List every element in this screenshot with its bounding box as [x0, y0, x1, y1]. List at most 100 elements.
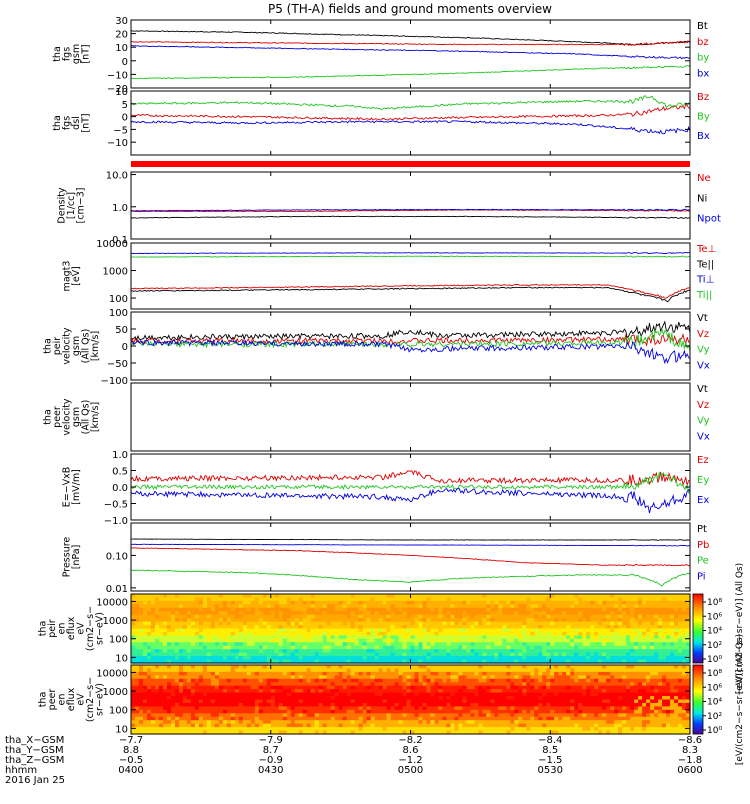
plot-title: P5 (TH-A) fields and ground moments over…	[268, 2, 552, 16]
legend-label: by	[697, 53, 709, 64]
legend-label: Vt	[697, 384, 708, 395]
y-tick-label: −10	[107, 138, 128, 149]
legend-label: Ex	[697, 495, 709, 506]
x-tick-label: 0530	[538, 765, 563, 776]
legend-label: Vx	[697, 360, 710, 371]
y-tick-label: 10	[115, 87, 128, 98]
series-Te⊥	[131, 284, 690, 298]
legend-label: Pe	[697, 556, 709, 567]
series-Ex	[131, 489, 690, 514]
legend-label: Ez	[697, 455, 709, 466]
series-by	[131, 66, 690, 79]
legend-label: Ti⊥	[696, 275, 714, 286]
x-row-label: 2016 Jan 25	[5, 775, 65, 786]
y-axis-label: [km/s]	[90, 331, 101, 361]
panel-frame	[131, 523, 690, 591]
series-Ni	[131, 216, 690, 218]
x-tick-label: 0400	[118, 765, 143, 776]
y-tick-label: 20	[115, 30, 128, 41]
series-Pt	[131, 539, 690, 540]
legend-label: Vt	[697, 313, 708, 324]
panel-frame	[131, 172, 690, 239]
y-axis-label: [nPa]	[71, 545, 82, 570]
y-tick-label: 0.5	[112, 467, 128, 478]
series-Ez	[131, 471, 690, 486]
y-axis-label: sr−eV)	[95, 683, 106, 716]
series-Vx	[131, 340, 690, 362]
y-tick-label: −5	[113, 125, 128, 136]
colorbar-tick-label: 10⁶	[707, 612, 722, 622]
colorbar-tick-label: 10⁰	[707, 655, 722, 665]
colorbar-scale	[693, 665, 703, 734]
series-Ti||	[131, 256, 690, 257]
panel-frame	[131, 383, 690, 451]
legend-label: Vz	[697, 400, 709, 411]
series-Ey	[131, 473, 690, 494]
y-tick-label: −1.0	[104, 516, 128, 527]
x-tick-label: 0500	[398, 765, 423, 776]
y-axis-label: [km/s]	[90, 402, 101, 432]
colorbar-tick-label: 10²	[707, 641, 722, 651]
colorbar-tick-label: 10⁸	[707, 669, 722, 679]
y-tick-label: 1.0	[112, 450, 128, 461]
colorbar-scale	[693, 594, 703, 663]
y-tick-label: 0.0	[112, 483, 128, 494]
y-axis-label: [mV/m]	[71, 469, 82, 505]
legend-label: Pi	[697, 571, 706, 582]
legend-label: Vy	[697, 416, 710, 427]
colorbar-tick-label: 10⁴	[707, 698, 722, 708]
y-tick-label: −100	[101, 376, 128, 387]
legend-label: Bx	[697, 131, 710, 142]
legend-label: Vz	[697, 329, 709, 340]
legend-label: Ey	[697, 475, 709, 486]
y-tick-label: 100	[109, 294, 128, 305]
legend-label: Pt	[697, 524, 707, 535]
y-tick-label: −0.5	[104, 500, 128, 511]
y-axis-label: sr−eV)	[95, 612, 106, 645]
legend-label: Ne	[697, 173, 711, 184]
legend-label: Pb	[697, 540, 709, 551]
legend-label: Bt	[697, 21, 708, 32]
y-tick-label: 10	[115, 724, 128, 735]
y-tick-label: 0.10	[106, 551, 128, 562]
series-Pb	[131, 548, 690, 566]
y-tick-label: 10000	[96, 239, 128, 250]
panel-frame	[131, 91, 690, 155]
y-tick-label: 10000	[96, 597, 128, 608]
x-tick-label: 0430	[258, 765, 283, 776]
series-By	[131, 96, 690, 110]
y-tick-label: −10	[107, 70, 128, 81]
y-tick-label: 1000	[103, 687, 128, 698]
legend-label: Bz	[697, 92, 709, 103]
series-Te||	[131, 287, 690, 302]
legend-label: bz	[697, 37, 709, 48]
y-axis-label: [cm−3]	[76, 188, 87, 224]
series-bx	[131, 46, 690, 59]
panel-peir_velocity: VtVzVyVx100500−50−100thapeirvelocitygsm(…	[42, 308, 710, 387]
legend-label: Ti||	[696, 290, 712, 301]
y-axis-label: [nT]	[80, 44, 91, 63]
colorbar-tick-label: 10⁸	[707, 598, 722, 608]
y-tick-label: 0	[122, 57, 128, 68]
y-axis-label: [eV]	[71, 266, 82, 286]
y-tick-label: 1.0	[112, 203, 128, 214]
y-tick-label: 30	[115, 16, 128, 27]
series-Vt	[131, 322, 690, 340]
y-tick-label: 0	[122, 342, 128, 353]
legend-label: By	[697, 111, 710, 122]
separator-band	[131, 161, 690, 167]
y-tick-label: 10	[115, 653, 128, 664]
series-Bz	[131, 105, 690, 121]
series-Pe	[131, 570, 690, 586]
legend-label: Te||	[696, 259, 714, 270]
y-tick-label: 1000	[103, 616, 128, 627]
legend-label: Te⊥	[696, 244, 716, 255]
y-tick-label: −50	[107, 359, 128, 370]
